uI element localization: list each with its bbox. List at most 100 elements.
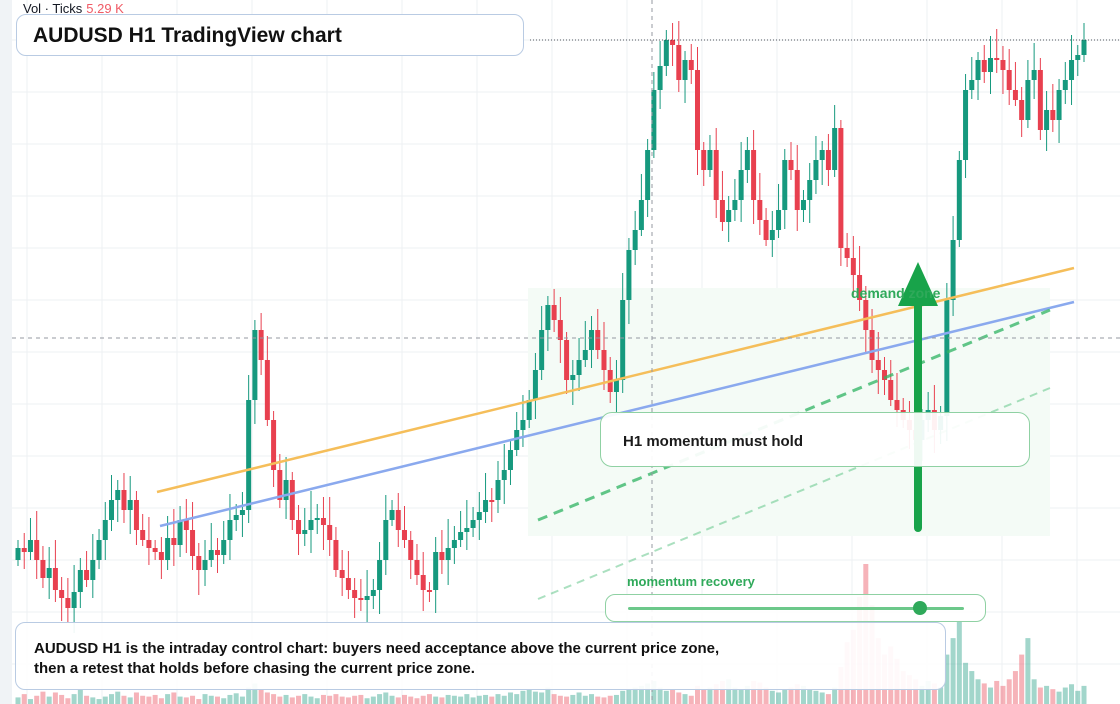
candle-body xyxy=(451,540,457,548)
candle-body xyxy=(850,258,856,275)
volume-bar xyxy=(71,694,77,704)
candle-body xyxy=(570,375,576,380)
candle xyxy=(570,360,576,405)
candle-body xyxy=(1006,70,1012,90)
analysis-note-box: AUDUSD H1 is the intraday control chart:… xyxy=(15,622,946,690)
candle-body xyxy=(564,340,570,380)
candle-body xyxy=(302,530,308,534)
momentum-thumb[interactable] xyxy=(913,601,928,615)
candle xyxy=(264,336,270,426)
volume-bar xyxy=(327,695,333,704)
volume-bar xyxy=(763,687,769,704)
volume-bar xyxy=(981,683,987,704)
candle xyxy=(314,504,320,534)
volume-bar xyxy=(133,692,139,704)
candle-body xyxy=(483,500,489,512)
volume-bar xyxy=(445,694,451,704)
volume-bar xyxy=(819,692,825,704)
candle xyxy=(426,582,432,602)
volume-bar xyxy=(495,694,501,704)
candle xyxy=(632,211,638,265)
volume-bar xyxy=(420,695,426,704)
candle-body xyxy=(121,490,127,510)
candle-body xyxy=(352,590,358,598)
volume-bar xyxy=(713,684,719,704)
candle-body xyxy=(177,520,183,545)
candle xyxy=(788,142,794,180)
candle-body xyxy=(327,525,333,540)
volume-bar xyxy=(800,685,806,704)
volume-bar xyxy=(1050,689,1056,704)
candle-body xyxy=(632,230,638,250)
candle xyxy=(782,149,788,229)
volume-bar xyxy=(751,680,757,704)
volume-bar xyxy=(938,687,944,704)
volume-bar xyxy=(140,695,146,704)
candle-body xyxy=(501,470,507,480)
volume-bar xyxy=(277,696,283,704)
candle-body xyxy=(1044,110,1050,130)
candle-body xyxy=(969,80,975,90)
volume-bar xyxy=(682,694,688,704)
candle xyxy=(71,565,77,633)
candle xyxy=(377,542,383,614)
candle-body xyxy=(751,150,757,200)
candle xyxy=(1006,49,1012,105)
volume-bar xyxy=(638,685,644,704)
candle xyxy=(383,495,389,575)
candle-body xyxy=(757,200,763,220)
candle xyxy=(171,509,177,566)
volume-bar xyxy=(539,692,545,704)
volume-bar xyxy=(377,694,383,704)
volume-bar xyxy=(626,689,632,704)
demand-zone-label: demand zone xyxy=(851,285,941,301)
candle xyxy=(969,57,975,99)
volume-bar xyxy=(520,690,526,704)
candle-body xyxy=(1062,80,1068,90)
volume-bar xyxy=(1056,691,1062,704)
candle-body xyxy=(420,575,426,590)
volume-bar xyxy=(564,696,570,704)
candle-body xyxy=(246,400,252,510)
candle xyxy=(40,546,46,588)
volume-bar xyxy=(196,699,202,704)
candle-body xyxy=(495,480,501,500)
candle xyxy=(77,558,83,608)
volume-bar xyxy=(1081,685,1087,704)
momentum-recovery-slider[interactable] xyxy=(605,594,986,622)
candle xyxy=(283,457,289,519)
candle-body xyxy=(688,60,694,70)
candle-body xyxy=(975,60,981,80)
candle-body xyxy=(794,170,800,210)
candle xyxy=(345,551,351,599)
candle xyxy=(645,139,651,217)
candle xyxy=(1025,60,1031,128)
candle xyxy=(532,353,538,419)
candle xyxy=(458,511,464,547)
candle xyxy=(177,506,183,557)
volume-bar xyxy=(183,697,189,704)
candle xyxy=(875,332,881,394)
candle xyxy=(464,500,470,550)
volume-bar xyxy=(694,685,700,704)
candle xyxy=(582,321,588,367)
candle xyxy=(252,320,258,424)
candle-body xyxy=(825,150,831,170)
momentum-callout-text: H1 momentum must hold xyxy=(623,433,804,450)
candle-body xyxy=(1056,90,1062,120)
volume-bar xyxy=(807,689,813,704)
candle-body xyxy=(358,598,364,600)
candle xyxy=(414,544,420,585)
volume-bar xyxy=(919,685,925,704)
candle-body xyxy=(196,556,202,570)
candle xyxy=(514,412,520,456)
candle xyxy=(813,136,819,194)
candle xyxy=(451,526,457,564)
volume-bar xyxy=(339,696,345,704)
candle xyxy=(1062,62,1068,104)
volume-legend[interactable]: Vol · Ticks 5.29 K xyxy=(23,1,124,16)
candle-body xyxy=(657,66,663,90)
candle xyxy=(202,540,208,586)
candle-body xyxy=(1081,40,1087,55)
